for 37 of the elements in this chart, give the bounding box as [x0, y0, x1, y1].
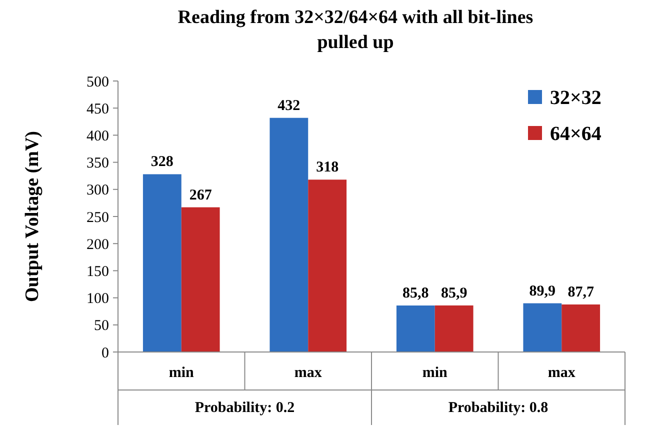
- data-label: 89,9: [529, 283, 556, 300]
- bar: [142, 174, 182, 352]
- y-tick-label: 150: [86, 264, 109, 280]
- x-tick-label: min: [422, 365, 448, 381]
- y-tick-label: 200: [86, 236, 109, 253]
- y-axis-title: Output Voltage (mV): [22, 130, 43, 302]
- data-label: 87,7: [568, 284, 594, 300]
- y-tick-label: 350: [86, 156, 109, 172]
- bar: [181, 207, 220, 352]
- y-tick-label: 0: [102, 345, 109, 362]
- text: Probability: 0.8: [448, 400, 548, 416]
- data-label: 328: [150, 154, 174, 170]
- data-label: 432: [278, 98, 300, 114]
- bar: [523, 303, 562, 352]
- legend-label: 64×64: [550, 123, 602, 145]
- y-tick-label: 400: [86, 128, 109, 144]
- data-label: 85,8: [402, 285, 429, 302]
- y-tick-label: 250: [86, 210, 109, 226]
- data-label: 318: [316, 160, 339, 176]
- text: Probability: 0.2: [194, 400, 295, 416]
- bar: [270, 118, 308, 352]
- y-tick-label: 450: [86, 101, 109, 118]
- x-tick-label: min: [168, 365, 195, 381]
- x-tick-label: max: [294, 365, 322, 381]
- data-label: 267: [189, 187, 212, 204]
- bar: [308, 180, 347, 352]
- chart-title: Reading from 32×32/64×64 with all bit-lines pulled up: [178, 7, 534, 53]
- y-tick-label: 300: [86, 182, 109, 199]
- legend-label: 32×32: [550, 87, 602, 109]
- bar: [434, 305, 474, 352]
- y-tick-label: 500: [86, 74, 109, 90]
- y-tick-label: 50: [94, 318, 109, 334]
- y-tick-label: 100: [86, 291, 109, 308]
- data-label: 85,9: [440, 285, 468, 302]
- bar: [562, 304, 600, 352]
- x-tick-label: max: [548, 365, 576, 381]
- bar: [396, 305, 435, 352]
